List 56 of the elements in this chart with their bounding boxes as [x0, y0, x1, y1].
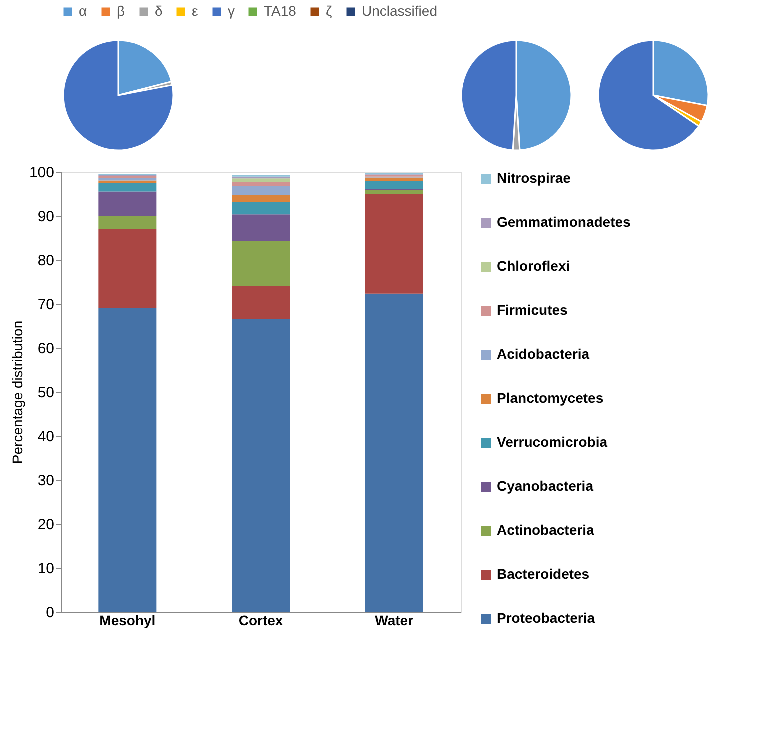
bar	[98, 216, 157, 230]
y-axis-title: Percentage distribution	[9, 320, 26, 464]
x-tick-label: Cortex	[238, 612, 284, 628]
legend-label: Chloroflexi	[497, 258, 570, 274]
y-tick-label: 40	[38, 428, 54, 446]
legend-label: δ	[155, 3, 163, 19]
legend-label: α	[79, 3, 88, 19]
y-tick-label: 20	[38, 516, 54, 534]
bar	[232, 195, 290, 202]
legend-label: Verrucomicrobia	[497, 434, 608, 450]
bar	[98, 308, 157, 612]
bar	[365, 190, 424, 194]
bar	[232, 241, 290, 286]
legend-label: Bacteroidetes	[497, 566, 590, 582]
pie-slice	[62, 40, 174, 152]
bar	[365, 294, 424, 612]
y-tick-label: 30	[38, 472, 54, 490]
y-tick-label: 90	[38, 208, 54, 226]
x-tick-label: Water	[375, 612, 414, 628]
bar	[232, 186, 290, 196]
legend-label: γ	[228, 3, 235, 19]
legend-label: TA18	[264, 3, 297, 19]
bar	[232, 319, 290, 612]
legend-label: Acidobacteria	[497, 346, 590, 362]
legend-label: Gemmatimonadetes	[497, 214, 632, 230]
y-tick-label: 10	[38, 560, 54, 578]
y-tick-label: 60	[38, 340, 54, 358]
legend-label: Nitrospirae	[497, 170, 572, 186]
legend-label: Firmicutes	[497, 302, 568, 318]
bar	[232, 286, 290, 320]
legend-label: β	[117, 3, 126, 19]
bar	[232, 178, 290, 182]
legend-label: ε	[192, 3, 198, 19]
bar	[365, 194, 424, 294]
bar	[232, 214, 290, 242]
y-tick-label: 70	[38, 296, 54, 314]
bar	[98, 229, 157, 308]
bar	[365, 181, 424, 190]
bar	[98, 192, 157, 216]
y-tick-label: 50	[38, 384, 54, 402]
y-tick-label: 0	[46, 604, 54, 622]
bar	[232, 182, 290, 186]
legend-label: Unclassified	[362, 3, 438, 19]
y-tick-label: 80	[38, 252, 54, 270]
bar	[232, 202, 290, 215]
legend-label: Planctomycetes	[497, 390, 604, 406]
bar	[365, 178, 424, 182]
legend-label: Actinobacteria	[497, 522, 594, 538]
bar	[98, 176, 157, 178]
legend-label: Cyanobacteria	[497, 478, 594, 494]
bar	[98, 183, 157, 192]
legend-label: Proteobacteria	[497, 610, 596, 626]
legend-label: ζ	[326, 3, 332, 19]
x-tick-label: Mesohyl	[100, 612, 156, 628]
y-tick-label: 100	[29, 164, 54, 182]
bar	[98, 178, 157, 181]
